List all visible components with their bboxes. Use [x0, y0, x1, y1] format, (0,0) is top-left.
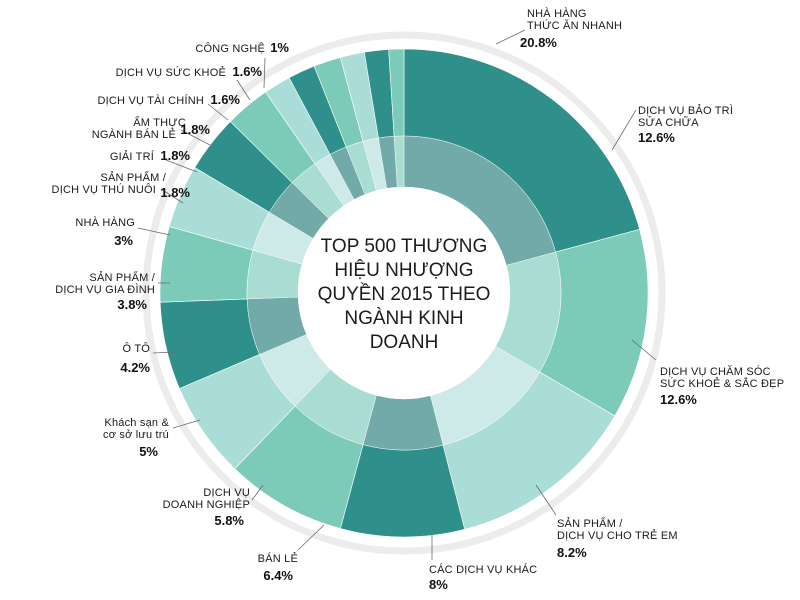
slice-label-value-7: 5%: [139, 444, 158, 459]
slices: [159, 48, 649, 538]
slice-label-name-6-0: DỊCH VỤ: [203, 487, 250, 499]
slice-inner-3: [362, 395, 444, 451]
slice-label-name-12-0: GIẢI TRÍ: [110, 150, 155, 163]
leader-lines: [137, 29, 657, 560]
outer-ring-guide: [142, 31, 666, 555]
slice-label-name-13-1: NGÀNH BÁN LẺ: [92, 128, 176, 141]
slice-label-value-5: 6.4%: [263, 568, 293, 583]
slice-label-name-4-0: CÁC DỊCH VỤ KHÁC: [429, 563, 537, 576]
leader-line-2: [631, 339, 657, 361]
leader-line-0: [495, 29, 526, 45]
leader-line-16: [263, 57, 266, 89]
inner-band: [246, 135, 562, 451]
slice-label-name-0-0: NHÀ HÀNG: [527, 7, 587, 20]
slice-label-name-2-0: DỊCH VỤ CHĂM SÓC: [660, 365, 771, 378]
slice-label-value-11: 1.8%: [160, 185, 190, 200]
slice-label-name-1-0: DỊCH VỤ BẢO TRÌ: [638, 104, 733, 117]
slice-label-name-7-0: Khách sạn &: [104, 417, 169, 429]
slice-label-value-13: 1.8%: [180, 122, 210, 137]
slice-label-value-9: 3.8%: [117, 297, 147, 312]
leader-line-8: [152, 351, 176, 354]
slice-label-value-14: 1.6%: [210, 92, 240, 107]
chart-title-line-3: NGÀNH KINH: [344, 308, 463, 329]
slice-label-value-3: 8.2%: [557, 545, 587, 560]
leader-line-13: [180, 129, 211, 146]
slice-label-value-6: 5.8%: [214, 513, 244, 528]
leader-line-3: [535, 484, 557, 516]
slice-label-value-15: 1.6%: [232, 64, 262, 79]
leader-line-6: [251, 484, 264, 501]
slice-label-name-7-1: cơ sở lưu trú: [103, 429, 169, 441]
slice-label-name-10-0: NHÀ HÀNG: [75, 216, 135, 229]
slice-label-name-13-0: ẨM THỰC: [133, 116, 186, 129]
chart-title-line-2: QUYỀN 2015 THEO: [318, 283, 491, 305]
slice-label-value-12: 1.8%: [160, 148, 190, 163]
leader-line-11: [160, 188, 184, 204]
slice-label-name-6-1: DOANH NGHIỆP: [163, 498, 250, 511]
slice-label-name-14-0: DỊCH VỤ TÀI CHÍNH: [98, 94, 204, 107]
slice-label-value-2: 12.6%: [660, 392, 697, 407]
leader-line-14: [207, 103, 229, 121]
chart-title-line-0: TOP 500 THƯƠNG: [321, 236, 488, 257]
slice-label-value-10: 3%: [114, 233, 133, 248]
slice-label-name-3-0: SẢN PHẨM /: [557, 517, 623, 530]
leader-line-15: [236, 79, 251, 101]
leader-line-10: [137, 227, 171, 236]
slice-label-name-8-0: Ô TÔ: [123, 342, 151, 355]
chart-title-line-4: DOANH: [370, 332, 439, 353]
slice-label-name-3-1: DỊCH VỤ CHO TRẺ EM: [557, 529, 678, 542]
slice-label-value-0: 20.8%: [520, 35, 557, 50]
slice-label-value-16: 1%: [270, 40, 289, 55]
slice-label-name-2-1: SỨC KHOẺ & SẮC ĐẸP: [660, 377, 784, 390]
leader-line-1: [611, 109, 637, 151]
slice-label-name-9-1: DỊCH VỤ GIA ĐÌNH: [55, 283, 155, 296]
center-hole: [298, 187, 510, 399]
slice-label-name-9-0: SẢN PHẨM /: [89, 271, 155, 284]
slice-label-value-8: 4.2%: [120, 360, 150, 375]
leader-line-12: [165, 159, 198, 173]
slice-label-value-1: 12.6%: [638, 130, 675, 145]
slice-label-value-4: 8%: [429, 577, 448, 592]
slice-label-name-11-0: SẢN PHẨM /: [100, 171, 166, 184]
slice-label-name-1-1: SỬA CHỮA: [638, 116, 699, 129]
leader-line-7: [172, 419, 201, 429]
slice-label-name-0-1: THỨC ĂN NHANH: [527, 19, 622, 32]
slice-label-name-15-0: DỊCH VỤ SỨC KHOẺ: [116, 66, 226, 79]
slice-label-name-16-0: CÔNG NGHỆ: [195, 42, 265, 55]
slice-label-name-5-0: BÁN LẺ: [258, 552, 298, 565]
leader-line-5: [297, 524, 325, 551]
chart-title: TOP 500 THƯƠNG HIỆU NHƯỢNG QUYỀN 2015 THEO…: [318, 236, 491, 353]
slice-label-name-11-1: DỊCH VỤ THÚ NUÔI: [52, 183, 156, 196]
chart-title-line-1: HIỆU NHƯỢNG: [334, 259, 473, 281]
